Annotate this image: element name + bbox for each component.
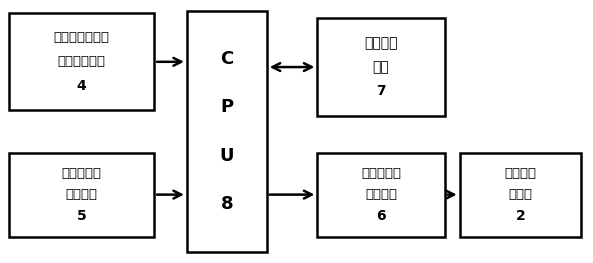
Text: P: P [220, 98, 234, 116]
Text: 检测模块: 检测模块 [66, 188, 97, 201]
Text: 断路器开关: 断路器开关 [361, 167, 401, 180]
Text: 2: 2 [515, 209, 525, 223]
Text: 8: 8 [221, 195, 233, 213]
Bar [9, 153, 154, 237]
Text: 断路器状态: 断路器状态 [62, 167, 101, 180]
Text: 电压采集模块: 电压采集模块 [58, 55, 106, 68]
Text: 人机对话: 人机对话 [364, 36, 398, 50]
Text: 6: 6 [376, 209, 386, 223]
Text: 母线分段: 母线分段 [505, 167, 536, 180]
Text: 4: 4 [76, 79, 87, 93]
Bar [187, 11, 267, 252]
Text: 驱动模块: 驱动模块 [365, 188, 397, 201]
Bar [9, 13, 154, 110]
Bar [317, 153, 445, 237]
Text: C: C [220, 50, 234, 68]
Bar [460, 153, 581, 237]
Text: 7: 7 [376, 84, 386, 98]
Text: U: U [219, 147, 234, 165]
Text: 三相电压、零序: 三相电压、零序 [53, 31, 110, 44]
Text: 5: 5 [76, 209, 87, 223]
Text: 模块: 模块 [372, 60, 390, 74]
Text: 断路器: 断路器 [508, 188, 533, 201]
Bar [317, 18, 445, 116]
